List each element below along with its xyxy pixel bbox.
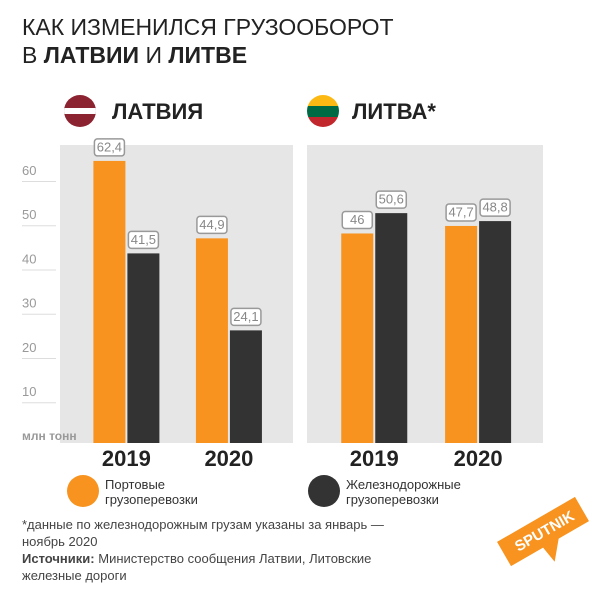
legend-label: Портовые грузоперевозки: [105, 477, 198, 507]
value-label-box: [341, 210, 374, 230]
bar: [93, 160, 126, 443]
title-part: И: [145, 42, 162, 68]
bar: [479, 221, 512, 443]
y-tick-label: 10: [22, 384, 36, 399]
title-part: ЛИТВЕ: [168, 42, 248, 68]
flag-latvia: [64, 95, 96, 127]
value-label: 47,7: [448, 204, 473, 219]
y-axis-label: млн тонн: [22, 429, 77, 443]
sources-label: Источники:: [22, 551, 95, 566]
value-label: 24,1: [233, 309, 258, 324]
legend-label: Железнодорожные грузоперевозки: [346, 477, 461, 507]
value-label: 50,6: [379, 192, 404, 207]
legend-swatch: [308, 475, 340, 507]
bar: [341, 233, 374, 443]
footnote: *данные по железнодорожным грузам указан…: [22, 517, 384, 549]
title-part: В: [22, 42, 38, 68]
y-tick-label: 60: [22, 163, 36, 178]
value-label-box: [230, 307, 262, 327]
x-tick-label: 2019: [102, 446, 151, 471]
value-label-box: [127, 230, 160, 250]
legend-swatch: [67, 475, 99, 507]
value-label: 62,4: [97, 139, 122, 154]
bar: [375, 213, 408, 443]
x-tick-label: 2020: [454, 446, 503, 471]
title-part: ЛАТВИИ: [43, 42, 140, 68]
y-tick-label: 50: [22, 207, 36, 222]
value-label-box: [196, 215, 228, 235]
value-label-box: [375, 190, 408, 209]
x-tick-label: 2020: [204, 446, 253, 471]
flag-lithuania: [307, 95, 339, 127]
y-tick-label: 40: [22, 251, 36, 266]
bar: [127, 253, 160, 443]
panel-title: ЛАТВИЯ: [112, 99, 203, 124]
bar: [229, 330, 262, 443]
value-label: 44,9: [199, 217, 224, 232]
y-tick-label: 20: [22, 340, 36, 355]
panel-title: ЛИТВА*: [352, 99, 436, 124]
bar: [445, 225, 478, 443]
title-line-1: КАК ИЗМЕНИЛСЯ ГРУЗООБОРОТ: [22, 14, 394, 40]
value-label: 46: [350, 212, 364, 227]
logo: [497, 496, 589, 567]
value-label-box: [479, 198, 511, 217]
value-label-box: [445, 203, 477, 222]
value-label: 48,8: [482, 200, 507, 215]
y-tick-label: 30: [22, 296, 36, 311]
x-tick-label: 2019: [350, 446, 399, 471]
bar: [195, 238, 228, 443]
value-label-box: [93, 138, 126, 157]
sources: Источники: Министерство сообщения Латвии…: [22, 550, 402, 584]
title-line-2: В ЛАТВИИ И ЛИТВЕ: [22, 42, 247, 69]
sources-text: Министерство сообщения Латвии, Литовские…: [22, 551, 372, 583]
value-label: 41,5: [131, 232, 156, 247]
